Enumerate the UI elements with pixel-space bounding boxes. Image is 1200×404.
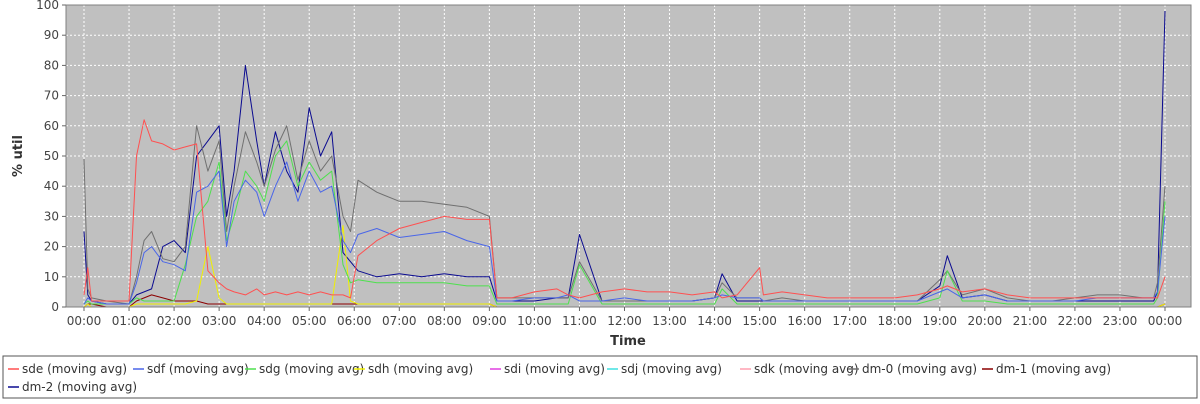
series-line-sdf	[83, 161, 1166, 305]
y-tick-label: 90	[44, 28, 59, 42]
y-tick-label: 70	[44, 89, 59, 103]
x-tick-label: 16:00	[787, 314, 822, 328]
legend-label: sdf (moving avg)	[147, 362, 249, 376]
x-tick-label: 17:00	[832, 314, 867, 328]
y-tick-label: 80	[44, 58, 59, 72]
x-tick-label: 14:00	[697, 314, 732, 328]
x-tick-label: 13:00	[652, 314, 687, 328]
x-tick-label: 21:00	[1013, 314, 1048, 328]
legend-label: sdg (moving avg)	[259, 362, 364, 376]
y-axis-label: % util	[11, 135, 26, 177]
legend-label: dm-2 (moving avg)	[22, 380, 137, 394]
y-tick-label: 0	[51, 300, 59, 314]
y-tick-label: 20	[44, 240, 59, 254]
x-tick-label: 12:00	[607, 314, 642, 328]
legend-label: sdi (moving avg)	[504, 362, 605, 376]
x-tick-label: 11:00	[562, 314, 597, 328]
legend-label: dm-0 (moving avg)	[862, 362, 977, 376]
y-tick-label: 60	[44, 119, 59, 133]
x-tick-label: 20:00	[968, 314, 1003, 328]
x-tick-label: 18:00	[877, 314, 912, 328]
x-tick-label: 15:00	[742, 314, 777, 328]
legend-label: sde (moving avg)	[22, 362, 127, 376]
legend-label: sdk (moving avg)	[754, 362, 859, 376]
y-axis: 0 10 20 30 40 50 60 70 80 90 100	[36, 0, 66, 314]
x-axis-label: Time	[610, 334, 646, 349]
legend-label: sdh (moving avg)	[368, 362, 473, 376]
y-tick-label: 30	[44, 209, 59, 223]
x-tick-label: 04:00	[247, 314, 282, 328]
x-tick-label: 19:00	[922, 314, 957, 328]
x-axis: 00:00 01:00 02:00 03:00 04:00 05:00 06:00 07:00…	[67, 307, 1183, 328]
x-tick-label: 23:00	[1103, 314, 1138, 328]
x-tick-label: 08:00	[427, 314, 462, 328]
x-tick-label: 03:00	[202, 314, 237, 328]
x-tick-label: 07:00	[382, 314, 417, 328]
x-tick-label: 02:00	[157, 314, 192, 328]
series-line-sdg	[83, 140, 1166, 305]
x-tick-label: 00:00	[67, 314, 102, 328]
y-tick-label: 50	[44, 149, 59, 163]
x-tick-label: 05:00	[292, 314, 327, 328]
series-line-sde	[83, 119, 1166, 302]
x-tick-label: 10:00	[517, 314, 552, 328]
y-tick-label: 40	[44, 179, 59, 193]
x-tick-label: 09:00	[472, 314, 507, 328]
legend: sde (moving avg) sdf (moving avg) sdg (mov…	[8, 362, 1111, 394]
x-tick-label: 00:00	[1148, 314, 1183, 328]
x-tick-label: 01:00	[112, 314, 147, 328]
legend-box	[2, 355, 1198, 399]
y-tick-label: 100	[36, 0, 59, 12]
legend-label: dm-1 (moving avg)	[996, 362, 1111, 376]
y-tick-label: 10	[44, 270, 59, 284]
legend-label: sdj (moving avg)	[621, 362, 722, 376]
x-tick-label: 22:00	[1058, 314, 1093, 328]
x-tick-label: 06:00	[337, 314, 372, 328]
